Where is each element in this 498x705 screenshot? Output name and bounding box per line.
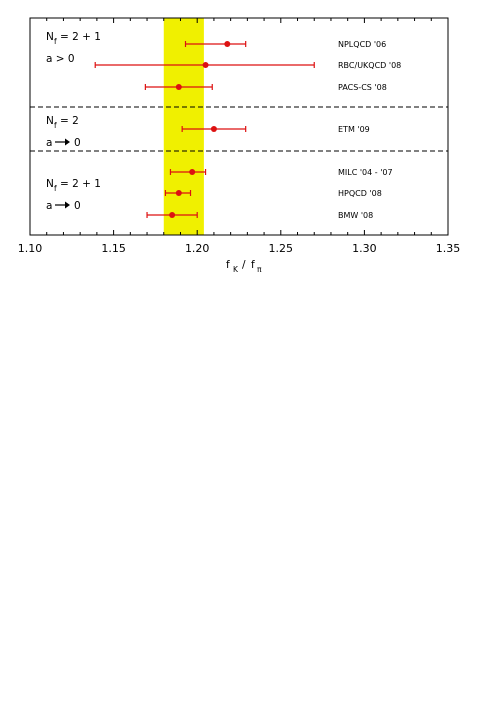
experiment-label: PACS-CS '08	[338, 83, 387, 92]
experiment-label: BMW '08	[338, 211, 373, 220]
nf-subscript: f	[54, 37, 57, 46]
data-point-5	[169, 169, 207, 175]
x-tick-label: 1.30	[352, 242, 377, 255]
nf-subscript: f	[54, 184, 57, 193]
x-tick-label: 1.15	[101, 242, 126, 255]
experiment-label: NPLQCD '06	[338, 40, 386, 49]
data-point-6	[164, 190, 192, 196]
point-marker	[224, 41, 231, 47]
nf-symbol: N	[46, 178, 54, 190]
x-axis-label: f K / f π	[226, 259, 262, 274]
lattice-condition: a	[46, 137, 52, 149]
data-point-3	[144, 84, 213, 90]
lattice-limit: 0	[74, 200, 81, 212]
data-point-1	[184, 41, 247, 47]
experiment-label: HPQCD '08	[338, 189, 382, 198]
point-marker	[202, 62, 209, 68]
experiment-label: ETM '09	[338, 125, 370, 134]
lattice-condition: a	[46, 200, 52, 212]
nf-symbol: N	[46, 31, 54, 43]
nf-value: = 2 + 1	[60, 178, 101, 190]
data-point-7	[146, 212, 198, 218]
arrow-icon	[65, 138, 70, 146]
point-marker	[189, 169, 196, 175]
data-point-4	[181, 126, 247, 132]
nf-value: = 2	[60, 115, 79, 127]
point-marker	[210, 126, 217, 132]
nf-value: = 2 + 1	[60, 31, 101, 43]
lattice-condition: a > 0	[46, 53, 75, 65]
x-axis-label-f1: f	[226, 259, 230, 271]
x-tick-label: 1.25	[269, 242, 294, 255]
average-band	[163, 18, 204, 235]
x-tick-label: 1.10	[18, 242, 43, 255]
plot-frame	[29, 17, 449, 236]
x-axis-label-sub2: π	[257, 265, 262, 274]
experiment-label: MILC '04 - '07	[338, 168, 393, 177]
x-axis-label-sub1: K	[233, 265, 239, 274]
lattice-limit: 0	[74, 137, 81, 149]
nf-symbol: N	[46, 115, 54, 127]
arrow-icon	[65, 201, 70, 209]
x-tick-label: 1.20	[185, 242, 210, 255]
point-marker	[175, 84, 182, 90]
point-marker	[175, 190, 182, 196]
data-point-2	[94, 62, 315, 68]
nf-subscript: f	[54, 121, 57, 130]
x-tick-label: 1.35	[436, 242, 461, 255]
x-axis-label-slash: /	[242, 259, 246, 271]
point-marker	[169, 212, 176, 218]
experiment-label: RBC/UKQCD '08	[338, 61, 401, 70]
x-axis-label-f2: f	[251, 259, 255, 271]
